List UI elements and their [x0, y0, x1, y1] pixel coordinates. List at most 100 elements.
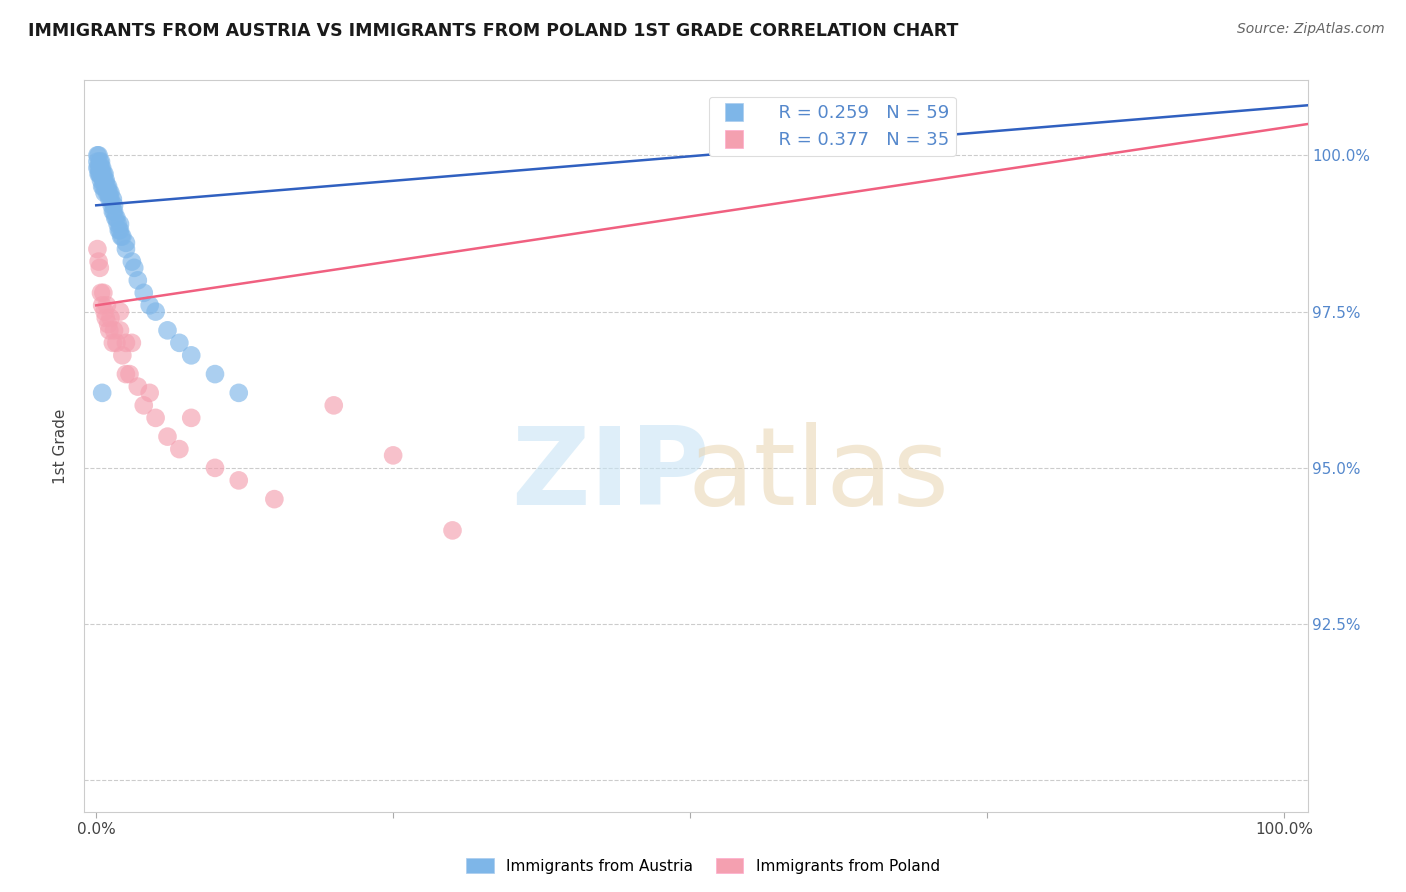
Legend:   R = 0.259   N = 59,   R = 0.377   N = 35: R = 0.259 N = 59, R = 0.377 N = 35: [709, 96, 956, 156]
Point: [263, 492, 285, 507]
Point: [89, 161, 111, 175]
Point: [115, 235, 138, 250]
Point: [108, 223, 131, 237]
Point: [105, 335, 128, 350]
Point: [101, 204, 124, 219]
Point: [118, 367, 141, 381]
Point: [91, 161, 114, 175]
Point: [91, 179, 114, 194]
Point: [89, 167, 111, 181]
Point: [127, 379, 149, 393]
Point: [86, 161, 108, 175]
Point: [105, 211, 128, 225]
Point: [382, 449, 405, 463]
Point: [89, 260, 111, 275]
Point: [89, 167, 111, 181]
Point: [93, 173, 115, 187]
Point: [90, 154, 112, 169]
Point: [121, 335, 143, 350]
Point: [110, 229, 132, 244]
Point: [103, 204, 125, 219]
Point: [180, 410, 202, 425]
Point: [228, 474, 250, 488]
Point: [97, 317, 120, 331]
Text: Source: ZipAtlas.com: Source: ZipAtlas.com: [1237, 22, 1385, 37]
Point: [169, 442, 191, 457]
Point: [97, 186, 120, 200]
Point: [100, 192, 122, 206]
Point: [156, 429, 179, 443]
Point: [101, 192, 124, 206]
Point: [104, 211, 127, 225]
Point: [94, 179, 117, 194]
Point: [115, 242, 138, 256]
Point: [169, 335, 191, 350]
Point: [91, 167, 114, 181]
Point: [127, 273, 149, 287]
Point: [86, 154, 108, 169]
Point: [86, 148, 108, 162]
Point: [96, 179, 118, 194]
Point: [100, 198, 122, 212]
Point: [228, 385, 250, 400]
Point: [87, 254, 110, 268]
Point: [101, 335, 124, 350]
Point: [91, 298, 114, 312]
Point: [96, 186, 118, 200]
Point: [156, 323, 179, 337]
Point: [87, 161, 110, 175]
Point: [441, 524, 464, 538]
Point: [204, 367, 226, 381]
Point: [94, 173, 117, 187]
Point: [138, 298, 160, 312]
Point: [108, 217, 131, 231]
Text: atlas: atlas: [688, 422, 949, 528]
Point: [90, 161, 112, 175]
Point: [93, 167, 115, 181]
Point: [98, 192, 121, 206]
Point: [111, 229, 134, 244]
Point: [100, 186, 122, 200]
Point: [93, 173, 115, 187]
Point: [98, 186, 121, 200]
Point: [122, 260, 145, 275]
Point: [103, 323, 125, 337]
Point: [138, 385, 160, 400]
Point: [145, 304, 167, 318]
Point: [111, 348, 134, 362]
Point: [94, 310, 117, 325]
Point: [115, 367, 138, 381]
Point: [98, 323, 121, 337]
Point: [87, 148, 110, 162]
Point: [108, 304, 131, 318]
Point: [132, 398, 155, 412]
Point: [108, 323, 131, 337]
Point: [322, 398, 344, 412]
Point: [93, 167, 115, 181]
Point: [107, 217, 129, 231]
Point: [90, 173, 112, 187]
Point: [96, 298, 118, 312]
Y-axis label: 1st Grade: 1st Grade: [53, 409, 69, 483]
Point: [103, 198, 125, 212]
Point: [180, 348, 202, 362]
Point: [204, 461, 226, 475]
Point: [87, 167, 110, 181]
Point: [93, 186, 115, 200]
Point: [91, 385, 114, 400]
Point: [93, 179, 115, 194]
Point: [90, 285, 112, 300]
Point: [89, 154, 111, 169]
Point: [121, 254, 143, 268]
Point: [107, 223, 129, 237]
Text: ZIP: ZIP: [512, 422, 710, 528]
Point: [115, 335, 138, 350]
Point: [93, 304, 115, 318]
Point: [97, 179, 120, 194]
Point: [100, 310, 122, 325]
Point: [132, 285, 155, 300]
Text: IMMIGRANTS FROM AUSTRIA VS IMMIGRANTS FROM POLAND 1ST GRADE CORRELATION CHART: IMMIGRANTS FROM AUSTRIA VS IMMIGRANTS FR…: [28, 22, 959, 40]
Legend: Immigrants from Austria, Immigrants from Poland: Immigrants from Austria, Immigrants from…: [460, 852, 946, 880]
Point: [93, 285, 115, 300]
Point: [86, 242, 108, 256]
